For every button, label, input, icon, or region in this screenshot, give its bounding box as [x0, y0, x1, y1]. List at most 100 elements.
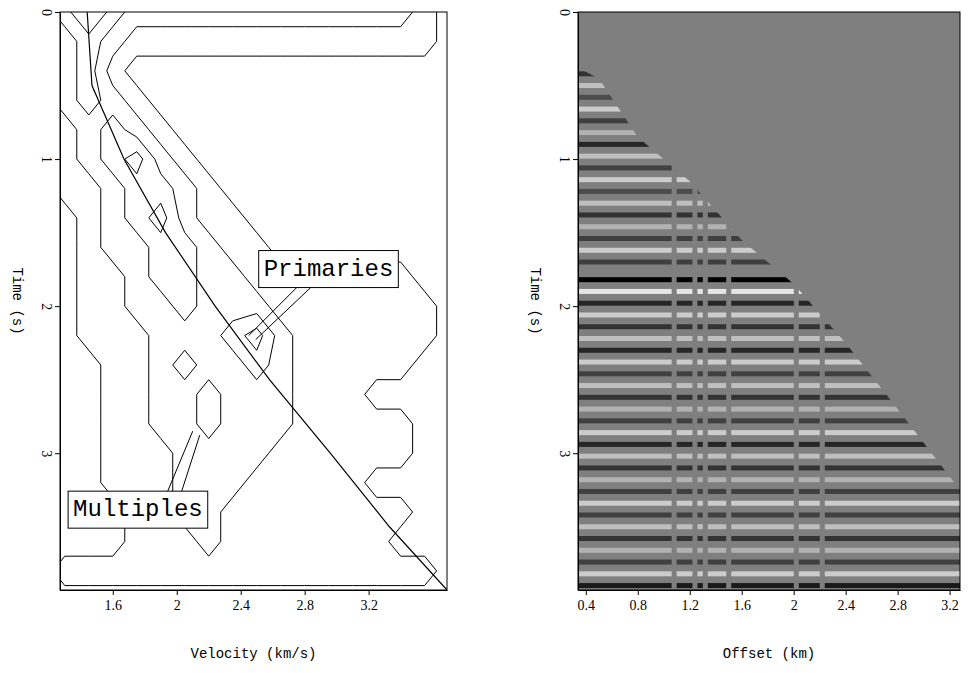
tick-mark [950, 590, 951, 595]
tick-mark [177, 590, 178, 595]
dead-trace [794, 12, 799, 590]
dead-trace [820, 12, 825, 590]
tick-label: 3.2 [360, 598, 378, 613]
tick-label: 2 [557, 303, 572, 310]
x-tick: 2.8 [296, 590, 314, 613]
annotation-box [259, 251, 399, 288]
tick-mark [690, 590, 691, 595]
tick-mark [55, 306, 60, 307]
reflector [578, 454, 960, 459]
tick-label: 1.6 [733, 598, 751, 613]
plot-frame [578, 12, 960, 590]
tick-label: 2.4 [232, 598, 250, 613]
x-tick: 3.2 [941, 590, 959, 613]
tick-label: 3 [557, 450, 572, 457]
y-tick: 1 [39, 156, 60, 163]
tick-label: 2 [39, 303, 54, 310]
tick-label: 1 [557, 156, 572, 163]
plot-area [578, 12, 960, 590]
annotation-box [68, 491, 208, 528]
tick-label: 3 [39, 450, 54, 457]
reflector [578, 512, 960, 517]
tick-mark [846, 590, 847, 595]
panel: 0.4 0.8 1.2 1.6 2 2.4 2.8 3.2 0 1 2 3 Offset (km) Tim… [527, 9, 960, 662]
tick-mark [369, 590, 370, 595]
dead-trace [672, 12, 677, 590]
annotation: Multiples [68, 431, 208, 528]
y-tick: 2 [557, 303, 578, 310]
x-tick: 2.4 [837, 590, 855, 613]
reflector [578, 583, 960, 588]
mute-zone [578, 12, 960, 490]
tick-mark [305, 590, 306, 595]
tick-label: 2.4 [837, 598, 855, 613]
tick-mark [55, 12, 60, 13]
x-axis: 1.6 2 2.4 2.8 3.2 [61, 590, 448, 613]
tick-mark [241, 590, 242, 595]
reflector [578, 524, 960, 529]
y-axis: 0 1 2 3 [557, 9, 578, 591]
tick-label: 0.4 [578, 598, 596, 613]
panel: 1.622.42.83.20123Velocity (km/s)Time (s)… [9, 0, 447, 662]
reflector [578, 465, 960, 470]
y-tick: 2 [39, 303, 60, 310]
reflector [578, 548, 960, 553]
reflector [578, 418, 960, 423]
reflector [578, 477, 960, 482]
tick-label: 3.2 [941, 598, 959, 613]
y-tick: 3 [39, 450, 60, 457]
y-axis-title: Time (s) [527, 267, 543, 334]
tick-label: 2.8 [296, 598, 314, 613]
reflector [578, 571, 960, 576]
y-tick: 0 [39, 9, 60, 16]
plot-frame [60, 12, 447, 590]
reflector [578, 501, 960, 506]
tick-mark [573, 12, 578, 13]
x-tick: 2.8 [889, 590, 907, 613]
tick-mark [55, 453, 60, 454]
y-tick: 3 [557, 450, 578, 457]
reflector [578, 560, 960, 565]
x-axis: 0.40.81.21.622.42.83.2 [578, 590, 961, 613]
contour [60, 12, 413, 556]
tick-label: 0 [39, 9, 54, 16]
tick-label: 1 [39, 156, 54, 163]
x-tick: 0.4 [578, 590, 596, 613]
tick-mark [573, 453, 578, 454]
contour [60, 12, 437, 586]
annotation: Primaries [249, 251, 399, 340]
tick-mark [573, 306, 578, 307]
reflector [578, 489, 960, 494]
leader-line [182, 435, 200, 491]
plot-area [60, 12, 447, 590]
y-axis-title: Time (s) [9, 267, 25, 334]
tick-label: 0 [557, 9, 572, 16]
reflector [578, 442, 960, 447]
dead-trace [703, 12, 708, 590]
tick-mark [573, 159, 578, 160]
tick-mark [55, 159, 60, 160]
x-axis-title: Offset (km) [723, 646, 815, 662]
x-tick: 1.2 [681, 590, 699, 613]
leader-line [168, 431, 193, 491]
leader-line [249, 288, 297, 336]
image-background [578, 12, 960, 590]
x-tick: 2.4 [232, 590, 250, 613]
reflector [578, 536, 960, 541]
dead-trace [726, 12, 731, 590]
y-axis: 0 1 2 3 [39, 9, 60, 591]
tick-mark [113, 590, 114, 595]
reflector [578, 430, 960, 435]
x-tick: 0.8 [630, 590, 648, 613]
tick-label: 1.2 [681, 598, 699, 613]
leader-line [256, 288, 311, 340]
contour [71, 12, 263, 350]
y-tick: 0 [557, 9, 578, 16]
tick-label: 2 [174, 598, 181, 613]
tick-mark [586, 590, 587, 595]
y-tick: 1 [557, 156, 578, 163]
x-tick: 1.6 [105, 590, 123, 613]
tick-mark [638, 590, 639, 595]
dead-trace [692, 12, 697, 590]
x-tick: 3.2 [360, 590, 378, 613]
